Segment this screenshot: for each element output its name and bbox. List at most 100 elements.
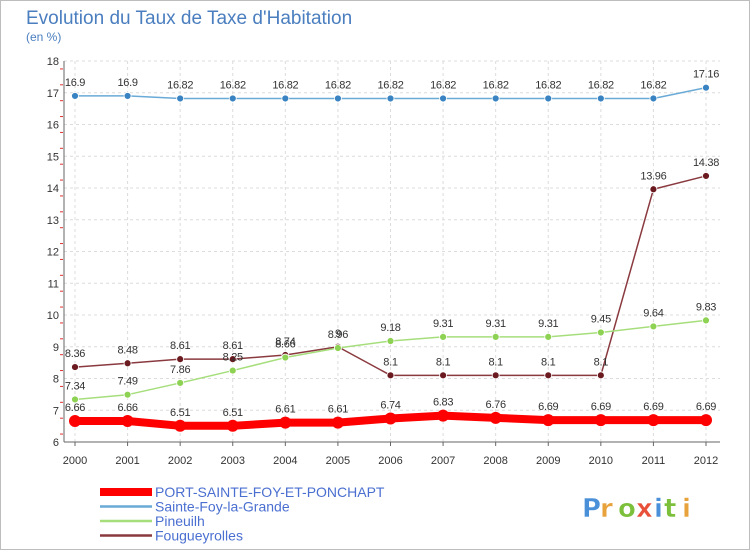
data-label: 8.1 [594,356,609,368]
data-label: 16.82 [430,79,456,91]
data-label: 16.82 [272,79,298,91]
series-1: 16.9 16.9 16.82 16.82 16.82 16.82 16.82 16.82 16… [65,69,719,103]
y-tick-label: 13 [47,215,59,227]
data-label: 8.1 [383,356,398,368]
data-point [331,416,344,429]
data-point [542,414,555,427]
data-label: 8.1 [488,356,503,368]
data-point [69,415,81,428]
data-label: 16.82 [588,79,614,91]
y-tick-label: 16 [47,120,59,132]
data-point [649,322,658,331]
series-0: 6.66 6.66 6.51 6.51 6.61 6.61 6.74 6.83 6.76 6.69… [65,397,717,432]
y-tick-label: 12 [47,247,59,259]
data-point [121,415,134,428]
data-label: 8.1 [436,356,451,368]
data-point [281,353,290,362]
data-point [491,371,500,380]
data-point [702,316,710,325]
data-point [544,371,553,380]
data-point [386,94,395,103]
data-label: 13.96 [640,170,666,182]
data-label: 8.48 [117,344,137,356]
data-point [279,416,292,429]
data-point [123,359,132,368]
data-label: 16.82 [535,79,561,91]
data-point [71,363,79,371]
data-label: 16.82 [167,79,193,91]
data-point [647,414,660,427]
data-label: 8.61 [170,340,190,352]
watermark-letter: i [682,494,691,524]
data-label: 8.61 [223,340,243,352]
data-point [596,371,605,380]
data-point [649,94,658,103]
watermark-letter: t [664,494,676,524]
y-tick-label: 8 [53,374,59,386]
data-label: 7.49 [117,376,137,388]
data-point [491,333,500,341]
data-point [544,333,553,341]
watermark-letter: x [636,494,653,524]
data-label: 6.51 [223,407,243,419]
data-label: 16.82 [483,79,509,91]
data-label: 6.83 [433,397,453,409]
x-tick-label: 2009 [536,455,560,467]
y-tick-label: 18 [47,56,59,68]
data-point [228,366,237,375]
legend-label: Fougueyrolles [155,528,243,544]
data-point [702,83,710,92]
data-point [176,379,185,387]
x-tick-label: 2010 [589,455,613,467]
data-point [489,411,502,424]
data-label: 6.69 [643,401,663,413]
data-label: 6.66 [117,402,137,414]
data-point [439,333,447,341]
data-label: 16.82 [640,79,666,91]
data-label: 9.31 [433,318,453,330]
data-point [439,371,447,380]
data-point [594,414,607,427]
data-point [228,94,237,103]
data-label: 6.74 [380,400,400,412]
data-label: 16.9 [65,77,85,89]
data-label: 6.66 [65,402,85,414]
data-point [226,419,239,432]
data-point [596,328,605,337]
data-point [123,390,132,399]
data-label: 14.38 [693,157,719,169]
chart-title: Evolution du Taux de Taxe d'Habitation [26,8,352,29]
x-tick-label: 2000 [63,455,87,467]
data-label: 8.1 [541,356,556,368]
data-label: 9.83 [696,301,716,313]
x-tick-label: 2008 [483,455,507,467]
data-point [228,355,237,364]
data-label: 9.64 [643,307,663,319]
data-point [544,94,553,103]
x-tick-label: 2001 [115,455,139,467]
data-point [700,414,712,427]
data-point [71,92,79,100]
y-tick-label: 9 [53,342,59,354]
data-point [123,92,132,100]
data-point [384,412,397,425]
data-point [71,395,79,404]
watermark-letter: r [600,494,613,524]
legend-label: Sainte-Foy-la-Grande [155,499,290,515]
legend-label: Pineuilh [155,513,205,529]
x-tick-label: 2003 [221,455,245,467]
y-tick-label: 11 [48,278,59,290]
data-label: 9.18 [380,322,400,334]
watermark-letter: i [654,494,663,524]
data-point [386,337,395,345]
data-point [437,409,450,422]
data-point [174,419,187,432]
data-label: 16.82 [377,79,403,91]
data-label: 9 [335,328,341,340]
data-label: 6.69 [591,401,611,413]
x-tick-label: 2002 [168,455,192,467]
watermark-logo: Pr o x i t i [582,494,691,525]
data-point [491,94,500,103]
data-point [176,355,185,364]
